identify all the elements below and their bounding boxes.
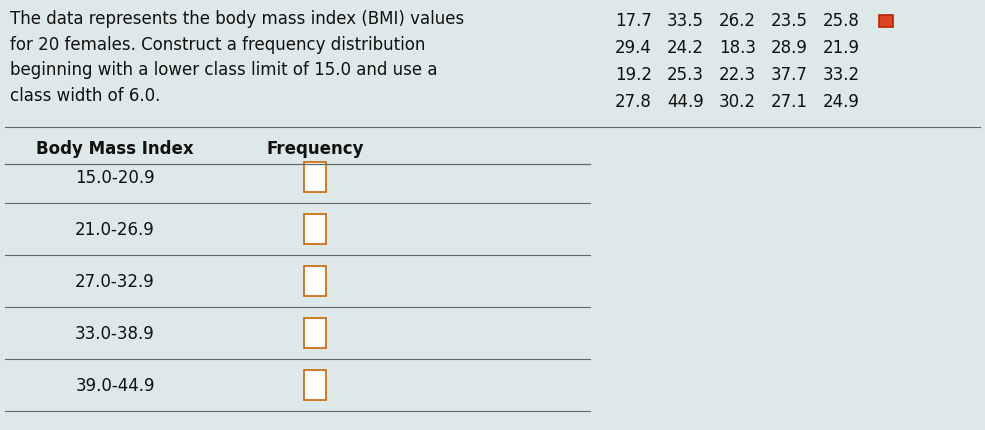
- Text: 19.2: 19.2: [615, 66, 652, 84]
- Text: Frequency: Frequency: [266, 140, 363, 158]
- Bar: [304, 163, 326, 193]
- Bar: [879, 16, 893, 28]
- Text: 23.5: 23.5: [771, 12, 808, 30]
- Text: 39.0-44.9: 39.0-44.9: [75, 376, 155, 394]
- Text: 18.3: 18.3: [719, 39, 756, 57]
- Text: 26.2: 26.2: [719, 12, 756, 30]
- Text: 33.2: 33.2: [823, 66, 860, 84]
- Text: Body Mass Index: Body Mass Index: [36, 140, 194, 158]
- Text: The data represents the body mass index (BMI) values
for 20 females. Construct a: The data represents the body mass index …: [10, 10, 464, 105]
- Bar: [304, 266, 326, 296]
- Text: 33.0-38.9: 33.0-38.9: [75, 324, 155, 342]
- Text: 22.3: 22.3: [719, 66, 756, 84]
- Text: 27.8: 27.8: [615, 93, 652, 111]
- Text: 28.9: 28.9: [771, 39, 808, 57]
- Text: 17.7: 17.7: [615, 12, 652, 30]
- Text: 29.4: 29.4: [615, 39, 652, 57]
- Bar: [304, 215, 326, 244]
- Text: 27.1: 27.1: [771, 93, 808, 111]
- Bar: [304, 370, 326, 400]
- Text: 37.7: 37.7: [771, 66, 808, 84]
- Text: 25.3: 25.3: [667, 66, 704, 84]
- Bar: [304, 318, 326, 348]
- Text: 27.0-32.9: 27.0-32.9: [75, 272, 155, 290]
- Text: 15.0-20.9: 15.0-20.9: [75, 169, 155, 187]
- Text: 24.9: 24.9: [823, 93, 860, 111]
- Text: 24.2: 24.2: [667, 39, 704, 57]
- Text: 30.2: 30.2: [719, 93, 756, 111]
- Text: 33.5: 33.5: [667, 12, 704, 30]
- Text: 25.8: 25.8: [823, 12, 860, 30]
- Text: 44.9: 44.9: [667, 93, 703, 111]
- Text: 21.0-26.9: 21.0-26.9: [75, 221, 155, 239]
- Text: 21.9: 21.9: [823, 39, 860, 57]
